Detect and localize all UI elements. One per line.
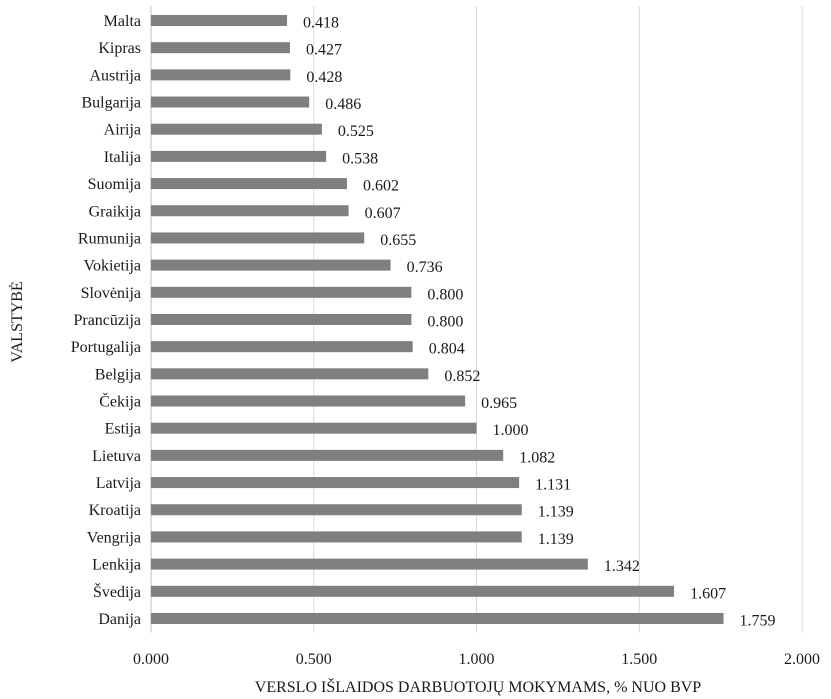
bar (151, 449, 504, 461)
category-label: Lenkija (92, 557, 141, 574)
category-label: Vengrija (87, 529, 141, 546)
category-label: Airija (104, 122, 141, 139)
gridlines (150, 6, 803, 633)
category-label: Kroatija (89, 502, 141, 519)
data-label: 0.418 (303, 15, 339, 32)
data-label: 0.427 (306, 42, 342, 59)
category-label: Belgija (95, 366, 141, 383)
x-tick-label: 1.000 (459, 651, 495, 668)
x-tick-label: 0.000 (133, 651, 169, 668)
bar (151, 150, 327, 162)
category-label: Suomija (88, 176, 141, 193)
bar (151, 42, 290, 54)
data-label: 0.607 (365, 205, 401, 222)
data-label: 1.131 (535, 477, 571, 494)
data-label: 1.342 (604, 558, 640, 575)
category-label: Švedija (93, 582, 141, 601)
category-label: Rumunija (78, 230, 141, 247)
category-label: Portugalija (71, 339, 141, 356)
bar (151, 178, 347, 190)
data-label: 0.852 (444, 368, 480, 385)
data-label: 0.736 (407, 259, 443, 276)
bar (151, 15, 288, 26)
category-label: Vokietija (84, 258, 141, 275)
data-label: 1.000 (493, 422, 529, 439)
data-label: 1.607 (690, 585, 726, 602)
data-label: 1.139 (538, 504, 574, 521)
x-tick-label: 0.500 (296, 651, 332, 668)
data-label: 0.538 (342, 150, 378, 167)
data-label: 0.800 (427, 286, 463, 303)
category-label: Lietuva (92, 448, 141, 465)
data-label: 1.139 (538, 531, 574, 548)
category-label: Danija (98, 611, 141, 628)
x-tick-label: 2.000 (784, 651, 820, 668)
bar (151, 504, 522, 516)
data-label: 0.428 (306, 69, 342, 86)
category-label: Malta (104, 13, 141, 30)
category-label: Slovėnija (81, 285, 141, 302)
data-label: 0.965 (481, 395, 517, 412)
bar (151, 232, 365, 244)
y-axis-title: VALSTYBĖ (8, 281, 26, 363)
category-label: Kipras (98, 40, 141, 57)
category-label: Estija (105, 421, 141, 438)
bar (151, 313, 412, 325)
bar (151, 123, 322, 135)
category-label: Austrija (89, 67, 141, 84)
data-label: 0.602 (363, 178, 399, 195)
bar (151, 368, 429, 380)
data-label: 0.486 (325, 96, 361, 113)
category-label: Italija (104, 149, 141, 166)
category-label: Bulgarija (81, 95, 141, 112)
data-label: 0.525 (338, 123, 374, 140)
bar (151, 259, 391, 271)
bar (151, 422, 477, 434)
data-label: 0.655 (380, 232, 416, 249)
bar (151, 96, 310, 108)
bars (151, 15, 724, 624)
bar (151, 531, 522, 543)
data-label: 1.082 (519, 449, 555, 466)
bar (151, 477, 520, 489)
category-label: Latvija (96, 475, 141, 492)
bar (151, 69, 291, 81)
bar (151, 205, 349, 217)
bar (151, 286, 412, 298)
category-label: Graikija (89, 203, 141, 220)
category-label: Prancūzija (73, 312, 141, 329)
bar (151, 585, 675, 597)
x-axis-title: VERSLO IŠLAIDOS DARBUOTOJŲ MOKYMAMS, % N… (255, 677, 702, 696)
category-label: Čekija (99, 392, 141, 411)
data-label: 0.800 (427, 313, 463, 330)
bar (151, 612, 724, 624)
data-label: 0.804 (429, 341, 465, 358)
bar (151, 558, 588, 570)
value-labels: 0.418 0.427 0.428 0.486 0.525 0.538 0.602 0.607… (303, 15, 775, 630)
bar (151, 341, 413, 353)
data-label: 1.759 (740, 612, 776, 629)
bar (151, 395, 466, 407)
x-tick-label: 1.500 (621, 651, 657, 668)
x-tick-labels: 0.000 0.500 1.000 1.500 2.000 (133, 651, 820, 668)
category-labels: Malta Kipras Austrija Bulgarija Airija Italij… (71, 13, 141, 628)
